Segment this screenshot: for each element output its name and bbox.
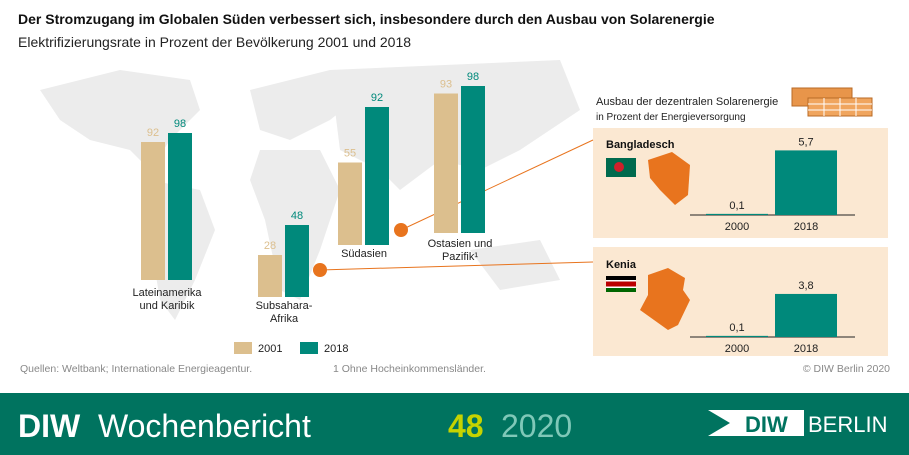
value-label: 98 bbox=[174, 118, 186, 130]
category-label: Lateinamerika und Karibik bbox=[132, 287, 202, 312]
value-label: 55 bbox=[344, 148, 356, 160]
bar bbox=[365, 107, 389, 245]
title: Der Stromzugang im Globalen Süden verbes… bbox=[18, 11, 715, 27]
flag-stripe bbox=[606, 288, 636, 292]
brand: DIW bbox=[18, 408, 81, 444]
country-kenya bbox=[640, 268, 690, 330]
bar bbox=[706, 335, 768, 337]
flag-stripe bbox=[606, 280, 636, 282]
bar bbox=[461, 86, 485, 233]
flag-disc bbox=[614, 162, 624, 172]
panel-bg bbox=[593, 128, 888, 238]
subtitle: Elektrifizierungsrate in Prozent der Bev… bbox=[18, 34, 411, 50]
logo: DIW bbox=[745, 412, 788, 437]
bar bbox=[775, 150, 837, 215]
issue: 48 bbox=[448, 408, 484, 444]
sources: Quellen: Weltbank; Internationale Energi… bbox=[20, 363, 252, 375]
country-bangladesh bbox=[648, 152, 690, 205]
world-map bbox=[40, 60, 580, 320]
publication: Wochenbericht bbox=[98, 408, 311, 444]
x-tick-label: 2000 bbox=[725, 221, 749, 233]
bar bbox=[285, 225, 309, 297]
value-label: 0,1 bbox=[729, 322, 744, 334]
value-label: 3,8 bbox=[798, 280, 813, 292]
x-tick-label: 2000 bbox=[725, 343, 749, 355]
solar-subtitle: in Prozent der Energieversorgung bbox=[596, 112, 746, 123]
flag-kenya bbox=[606, 276, 636, 280]
value-label: 5,7 bbox=[798, 136, 813, 148]
value-label: 92 bbox=[147, 127, 159, 139]
panel-bg bbox=[593, 247, 888, 356]
solar-icon bbox=[791, 87, 873, 117]
value-label: 28 bbox=[264, 240, 276, 252]
category-label: Südasien bbox=[341, 248, 387, 260]
legend-label: 2018 bbox=[324, 343, 348, 355]
bar bbox=[706, 213, 768, 215]
x-tick-label: 2018 bbox=[794, 343, 818, 355]
logo-shape bbox=[708, 410, 804, 436]
bar bbox=[338, 162, 362, 245]
footnote: 1 Ohne Hocheinkommensländer. bbox=[333, 363, 486, 375]
marker bbox=[394, 223, 408, 237]
value-label: 98 bbox=[467, 71, 479, 83]
category-label: Ostasien und Pazifik¹ bbox=[427, 238, 493, 263]
panel-title: Bangladesch bbox=[606, 139, 675, 151]
value-label: 93 bbox=[440, 79, 452, 91]
bar bbox=[141, 142, 165, 280]
bar bbox=[258, 255, 282, 297]
connector bbox=[400, 139, 594, 231]
value-label: 48 bbox=[291, 210, 303, 222]
value-label: 0,1 bbox=[729, 200, 744, 212]
legend-label: 2001 bbox=[258, 343, 282, 355]
x-tick-label: 2018 bbox=[794, 221, 818, 233]
solar-title: Ausbau der dezentralen Solarenergie bbox=[596, 96, 778, 108]
connector bbox=[319, 261, 594, 271]
flag-stripe bbox=[606, 286, 636, 288]
year: 2020 bbox=[501, 408, 572, 444]
copyright: © DIW Berlin 2020 bbox=[803, 363, 890, 375]
logo-city: BERLIN bbox=[808, 412, 887, 437]
legend-swatch bbox=[234, 342, 252, 354]
bar bbox=[434, 93, 458, 233]
panel-title: Kenia bbox=[606, 259, 637, 271]
value-label: 92 bbox=[371, 92, 383, 104]
flag-stripe bbox=[606, 281, 636, 287]
legend-swatch bbox=[300, 342, 318, 354]
category-label: Subsahara-Afrika bbox=[255, 300, 313, 325]
bar bbox=[775, 293, 837, 337]
marker bbox=[313, 263, 327, 277]
bar bbox=[168, 133, 192, 280]
